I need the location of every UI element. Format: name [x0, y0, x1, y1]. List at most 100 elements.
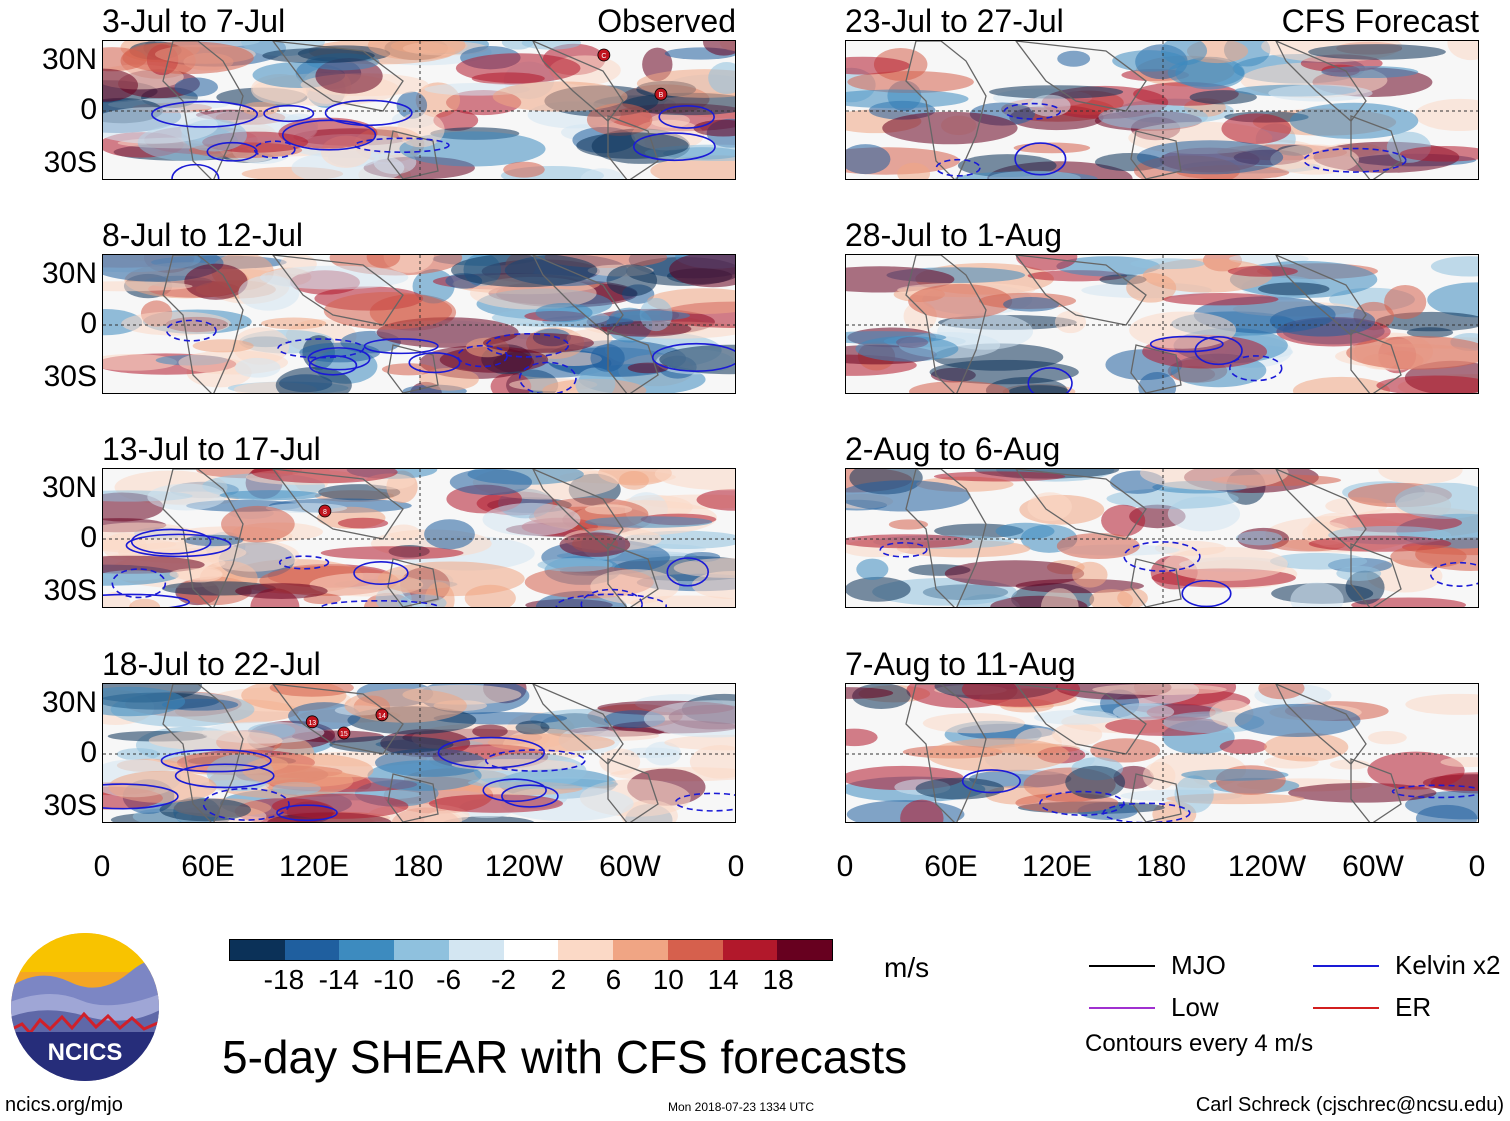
- kelvin-contour: [879, 541, 928, 558]
- map-panel-right-4: [845, 683, 1479, 823]
- coastline-5: [607, 543, 659, 607]
- legend-er-label: ER: [1395, 992, 1432, 1022]
- legend-er: ER: [1313, 992, 1431, 1023]
- svg-text:C: C: [601, 53, 606, 60]
- coastline-2: [1015, 684, 1147, 755]
- shear-field-left-4: 13 15 14: [103, 684, 735, 822]
- kelvin-contour: [277, 338, 365, 359]
- kelvin-contour: [263, 104, 315, 123]
- colorbar-tick-8: 14: [707, 964, 739, 995]
- map-panel-right-1: [845, 40, 1479, 180]
- svg-text:13: 13: [308, 720, 316, 727]
- kelvin-contour: [363, 338, 439, 355]
- colorbar-swatch-6: [558, 940, 614, 960]
- coastline-2: [272, 684, 404, 755]
- shear-field-right-1: [846, 41, 1478, 179]
- storm-marker: 8: [318, 504, 332, 518]
- lon-label-right-4: 120W: [1227, 850, 1307, 883]
- map-panel-left-4: 13 15 14: [102, 683, 736, 823]
- colorbar-tick-3: -6: [436, 964, 462, 995]
- lon-label-left-5: 60W: [599, 850, 661, 883]
- kelvin-contour: [1194, 336, 1243, 366]
- map-panel-right-3: [845, 468, 1479, 608]
- kelvin-contour: [353, 137, 450, 153]
- storm-marker: 13: [305, 715, 319, 729]
- shear-field-right-4: [846, 684, 1478, 822]
- legend-er-line: [1313, 1006, 1379, 1009]
- kelvin-contour: [485, 749, 586, 772]
- panel-title-right-3: 2-Aug to 6-Aug: [845, 431, 1061, 467]
- coastline-1: [905, 41, 987, 179]
- panel-title-left-2: 8-Jul to 12-Jul: [102, 217, 303, 253]
- lon-label-left-1: 60E: [181, 850, 235, 883]
- kelvin-contour: [160, 749, 272, 773]
- panel-label-right-1: CFS Forecast: [1281, 3, 1479, 39]
- kelvin-contour: [1149, 335, 1224, 353]
- coastline-5: [1350, 543, 1402, 607]
- coastline-2: [1015, 41, 1147, 112]
- storm-marker: B: [654, 87, 668, 101]
- lon-label-right-1: 60E: [924, 850, 978, 883]
- shear-field-left-3: 8: [103, 469, 735, 607]
- kelvin-contour: [324, 99, 413, 127]
- map-panel-right-2: [845, 254, 1479, 394]
- ncics-logo: NCICS: [10, 932, 160, 1082]
- map-panel-left-2: [102, 254, 736, 394]
- colorbar-swatch-0: [230, 940, 285, 960]
- svg-text:15: 15: [340, 731, 348, 738]
- kelvin-contour: [1003, 102, 1062, 120]
- lat-label-0: 30N: [41, 257, 97, 290]
- colorbar-swatch-8: [667, 940, 723, 960]
- colorbar-tick-1: -14: [318, 964, 360, 995]
- lat-label-2: 30S: [43, 146, 97, 179]
- lon-label-left-2: 120E: [278, 850, 350, 883]
- kelvin-contour: [555, 593, 668, 607]
- kelvin-contour: [281, 119, 377, 151]
- legend-low-label: Low: [1171, 992, 1219, 1022]
- colorbar-tick-9: 18: [762, 964, 794, 995]
- kelvin-contour: [202, 787, 290, 821]
- storm-marker: 15: [337, 726, 351, 740]
- legend-mjo: MJO: [1089, 950, 1226, 981]
- legend-mjo-line: [1089, 964, 1155, 967]
- kelvin-contour: [1429, 561, 1478, 587]
- kelvin-contour: [1181, 579, 1232, 607]
- shear-field-left-1: CB: [103, 41, 735, 179]
- kelvin-contour: [353, 560, 409, 586]
- contour-note: Contours every 4 m/s: [1085, 1030, 1314, 1057]
- shear-field-left-2: [103, 255, 735, 393]
- kelvin-contour: [457, 344, 508, 368]
- kelvin-contour: [1303, 147, 1407, 173]
- storm-marker: C: [597, 48, 611, 62]
- panel-title-right-4: 7-Aug to 11-Aug: [845, 646, 1076, 682]
- colorbar-tick-4: -2: [491, 964, 516, 995]
- panel-title-left-1: 3-Jul to 7-Jul: [102, 3, 286, 39]
- coastline-5: [607, 329, 659, 393]
- colorbar-swatch-5: [503, 940, 559, 960]
- kelvin-contour: [651, 342, 735, 372]
- colorbar-tick-0: -18: [263, 964, 305, 995]
- kelvin-contour: [171, 163, 220, 179]
- coastline-2: [1015, 255, 1147, 326]
- colorbar-swatch-7: [613, 940, 668, 960]
- colorbar-tick-6: 6: [605, 964, 622, 995]
- coastline-5: [1350, 115, 1402, 179]
- panel-label-left-1: Observed: [597, 3, 736, 39]
- kelvin-contour: [501, 784, 559, 808]
- kelvin-contour: [632, 132, 716, 162]
- kelvin-contour: [103, 783, 179, 810]
- colorbar-swatch-1: [284, 940, 340, 960]
- colorbar-tick-5: 2: [550, 964, 567, 995]
- kelvin-contour: [1123, 541, 1201, 572]
- coastline-2: [272, 255, 404, 326]
- legend-kelvin-line: [1313, 964, 1379, 967]
- lat-label-1: 0: [80, 93, 97, 126]
- coastline-5: [607, 115, 659, 179]
- legend-kelvin: Kelvin x2: [1313, 950, 1501, 981]
- colorbar-swatch-4: [448, 940, 504, 960]
- kelvin-contour: [130, 528, 212, 555]
- svg-text:14: 14: [378, 713, 386, 720]
- storm-marker: 14: [375, 708, 389, 722]
- source-url[interactable]: ncics.org/mjo: [5, 1094, 123, 1116]
